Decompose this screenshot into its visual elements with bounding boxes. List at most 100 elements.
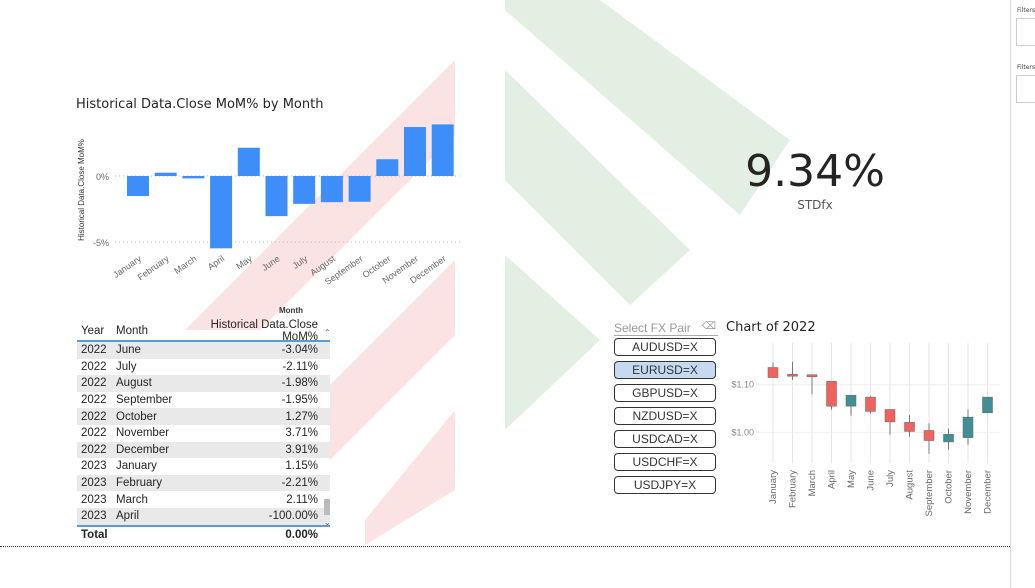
table-header: Year Month Historical Data.Close MoM% [77,319,330,343]
table-row[interactable]: 2023 January 1.15% [77,458,330,475]
table-scrollbar[interactable]: ⌃ ⌄ [324,328,331,527]
cell-month: January [116,460,157,473]
cell-mom: -2.11% [282,360,318,373]
table-row[interactable]: 2022 August -1.98% [77,375,330,392]
fx-pair-option[interactable]: EURUSD=X [614,361,716,379]
filters-label: Filters [1017,7,1035,14]
x-tick-label: June [866,470,877,491]
kpi-value: 9.34% [745,146,885,197]
x-tick-label: October [944,470,955,504]
candle-november [962,416,974,438]
candle-may [845,394,857,407]
table-row[interactable]: 2023 April -100.00% [77,507,330,525]
bar-july [293,176,316,204]
candle-september [923,430,935,441]
cell-mom: 3.91% [285,443,318,456]
header-mom[interactable]: Historical Data.Close MoM% [210,319,318,343]
cell-mom: -100.00% [268,510,318,523]
data-table: Year Month Historical Data.Close MoM% 20… [77,319,331,543]
candle-march [806,374,818,377]
bar-march [182,176,205,179]
table-row[interactable]: 2022 December 3.91% [77,441,330,459]
page-divider [0,546,1010,547]
candle-april [826,381,837,407]
y-tick-label: $1.00 [731,427,754,437]
x-tick-label: August [905,470,916,500]
filters-label: Filters [1017,64,1035,71]
candle-chart-title: Chart of 2022 [726,320,816,335]
scroll-down-icon[interactable]: ⌄ [324,518,331,527]
bar-august [320,176,343,203]
cell-year: 2023 [81,460,107,473]
bar-may [237,147,260,176]
x-tick-label: February [136,253,172,282]
cell-month: November [116,427,170,440]
fx-pair-option[interactable]: USDJPY=X [614,476,716,494]
table-row[interactable]: 2022 June -3.04% [77,342,330,359]
cell-month: April [116,510,140,523]
cell-mom: 3.71% [285,427,318,440]
y-axis-title: Historical Data.Close MoM% [77,139,86,241]
table-row[interactable]: 2022 October 1.27% [77,408,330,425]
cell-year: 2022 [81,427,107,440]
fx-pair-option[interactable]: NZDUSD=X [614,407,716,425]
slicer-title: Select FX Pair [614,321,691,335]
candle-july [884,409,896,423]
cell-mom: 2.11% [286,493,318,506]
filter-drop-box[interactable] [1016,75,1035,103]
cell-year: 2022 [81,344,107,357]
bar-november [404,127,426,176]
fx-pair-option[interactable]: USDCAD=X [614,430,716,448]
fx-pair-option[interactable]: USDCHF=X [614,453,716,471]
total-label: Total [81,528,108,541]
cell-mom: -3.04% [281,344,318,357]
cell-year: 2023 [81,477,107,490]
header-year[interactable]: Year [81,325,105,337]
cell-month: June [116,344,141,357]
x-tick-label: December [983,470,994,514]
table-row[interactable]: 2022 November 3.71% [77,425,330,442]
scroll-thumb[interactable] [324,499,330,515]
cell-year: 2022 [81,394,107,407]
x-tick-label: November [963,470,974,514]
candle-january [767,367,779,378]
cell-year: 2022 [81,443,107,456]
cell-year: 2022 [81,360,107,373]
x-tick-label: March [807,470,818,496]
bar-september [348,176,371,202]
x-tick-label: July [290,253,309,271]
cell-year: 2023 [81,510,107,523]
y-tick-label: $1.10 [731,380,754,390]
bar-january [127,176,149,197]
filter-drop-box[interactable] [1016,18,1035,46]
scroll-up-icon[interactable]: ⌃ [324,328,331,337]
candle-october [943,434,954,443]
cell-month: February [116,477,163,490]
fx-pair-option[interactable]: AUDUSD=X [614,338,716,356]
slicer-header: Select FX Pair ⌫ [614,321,718,336]
x-tick-label: January [768,470,779,504]
y-tick-label: -5% [93,238,109,248]
table-row[interactable]: 2022 July -2.11% [77,359,330,376]
table-row[interactable]: 2023 March 2.11% [77,491,330,508]
cell-month: July [116,360,137,373]
bar-october [376,159,399,176]
cell-month: December [116,443,170,456]
x-tick-label: April [827,470,838,489]
x-tick-label: May [846,470,857,488]
candle-february [787,373,798,377]
filters-pane: Filters Filters [1010,0,1035,588]
table-row[interactable]: 2022 September -1.95% [77,392,330,409]
cell-month: October [116,410,157,423]
candle-august [904,422,915,432]
bar-chart-title: Historical Data.Close MoM% by Month [76,97,324,112]
table-row[interactable]: 2023 February -2.21% [77,474,330,492]
header-month[interactable]: Month [116,325,148,337]
eraser-icon[interactable]: ⌫ [701,321,716,332]
fx-pair-option[interactable]: GBPUSD=X [614,384,716,402]
x-tick-label: June [260,253,282,272]
bar-february [154,172,177,176]
cell-month: August [116,377,152,390]
kpi-label: STDfx [797,198,833,212]
